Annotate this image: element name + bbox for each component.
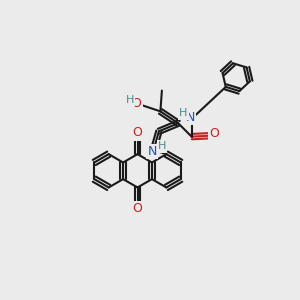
Text: O: O <box>209 127 219 140</box>
Text: H: H <box>179 108 188 118</box>
Text: N: N <box>147 145 157 158</box>
Text: H: H <box>126 95 134 105</box>
Text: O: O <box>133 202 142 215</box>
Text: O: O <box>132 98 142 110</box>
Text: H: H <box>158 141 166 152</box>
Text: N: N <box>185 111 195 124</box>
Text: O: O <box>133 127 142 140</box>
